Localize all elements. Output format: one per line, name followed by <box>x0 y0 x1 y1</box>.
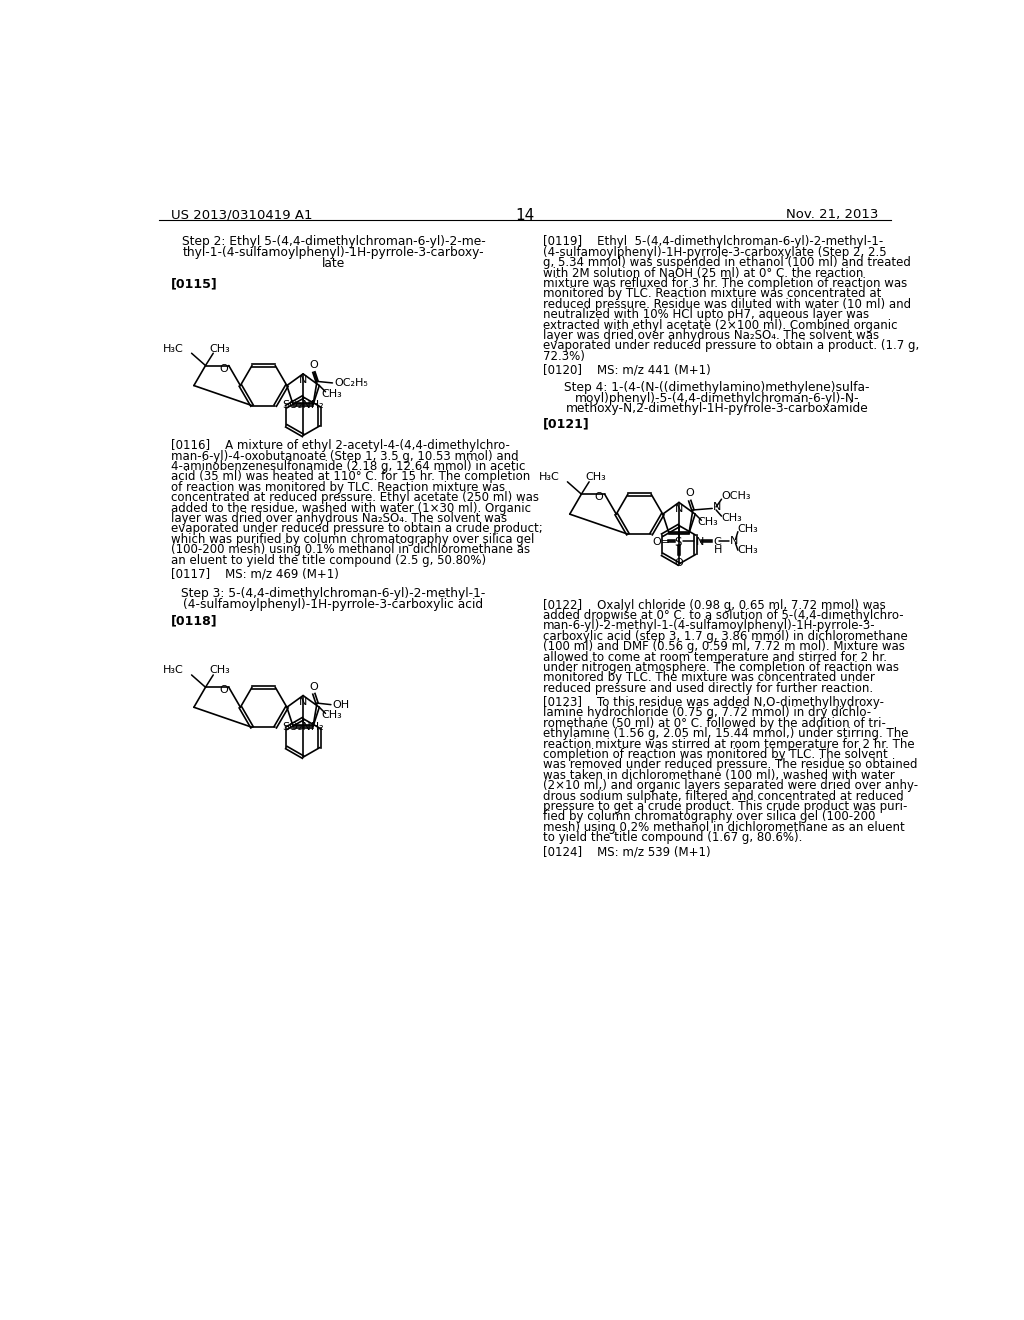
Text: O: O <box>219 363 227 374</box>
Text: SO₂NH₂: SO₂NH₂ <box>283 722 324 731</box>
Text: OCH₃: OCH₃ <box>722 491 751 502</box>
Text: H₃C: H₃C <box>163 343 183 354</box>
Text: 14: 14 <box>515 209 535 223</box>
Text: [0115]: [0115] <box>171 277 217 290</box>
Text: SO₂NH₂: SO₂NH₂ <box>283 400 324 411</box>
Text: C: C <box>714 537 722 546</box>
Text: O: O <box>219 685 227 696</box>
Text: [0117]    MS: m/z 469 (M+1): [0117] MS: m/z 469 (M+1) <box>171 568 339 581</box>
Text: lamine hydrochloride (0.75 g, 7.72 mmol) in dry dichlo-: lamine hydrochloride (0.75 g, 7.72 mmol)… <box>543 706 870 719</box>
Text: [0120]    MS: m/z 441 (M+1): [0120] MS: m/z 441 (M+1) <box>543 364 711 378</box>
Text: N: N <box>730 536 738 546</box>
Text: added to the residue, washed with water (1×30 ml). Organic: added to the residue, washed with water … <box>171 502 530 515</box>
Text: layer was dried over anhydrous Na₂SO₄. The solvent was: layer was dried over anhydrous Na₂SO₄. T… <box>171 512 507 525</box>
Text: CH₃: CH₃ <box>322 388 342 399</box>
Text: monitored by TLC. Reaction mixture was concentrated at: monitored by TLC. Reaction mixture was c… <box>543 288 881 301</box>
Text: CH₃: CH₃ <box>738 545 759 556</box>
Text: late: late <box>322 257 345 271</box>
Text: drous sodium sulphate, filtered and concentrated at reduced: drous sodium sulphate, filtered and conc… <box>543 789 903 803</box>
Text: reaction mixture was stirred at room temperature for 2 hr. The: reaction mixture was stirred at room tem… <box>543 738 914 751</box>
Text: g, 5.34 mmol) was suspended in ethanol (100 ml) and treated: g, 5.34 mmol) was suspended in ethanol (… <box>543 256 910 269</box>
Text: O: O <box>685 488 694 499</box>
Text: [0116]    A mixture of ethyl 2-acetyl-4-(4,4-dimethylchro-: [0116] A mixture of ethyl 2-acetyl-4-(4,… <box>171 440 510 453</box>
Text: N: N <box>299 697 307 708</box>
Text: (100-200 mesh) using 0.1% methanol in dichloromethane as: (100-200 mesh) using 0.1% methanol in di… <box>171 544 529 556</box>
Text: O=: O= <box>653 537 671 548</box>
Text: [0123]    To this residue was added N,O-dimethylhydroxy-: [0123] To this residue was added N,O-dim… <box>543 696 884 709</box>
Text: OC₂H₅: OC₂H₅ <box>334 378 368 388</box>
Text: H: H <box>714 545 722 556</box>
Text: N: N <box>675 504 683 513</box>
Text: was taken in dichloromethane (100 ml), washed with water: was taken in dichloromethane (100 ml), w… <box>543 768 894 781</box>
Text: reduced pressure and used directly for further reaction.: reduced pressure and used directly for f… <box>543 682 872 694</box>
Text: to yield the title compound (1.67 g, 80.6%).: to yield the title compound (1.67 g, 80.… <box>543 832 802 845</box>
Text: (4-sulfamoylphenyl)-1H-pyrrole-3-carboxylic acid: (4-sulfamoylphenyl)-1H-pyrrole-3-carboxy… <box>183 598 483 611</box>
Text: allowed to come at room temperature and stirred for 2 hr.: allowed to come at room temperature and … <box>543 651 887 664</box>
Text: CH₃: CH₃ <box>697 517 718 527</box>
Text: N: N <box>713 502 721 512</box>
Text: reduced pressure. Residue was diluted with water (10 ml) and: reduced pressure. Residue was diluted wi… <box>543 298 910 310</box>
Text: N: N <box>299 375 307 385</box>
Text: evaporated under reduced pressure to obtain a product. (1.7 g,: evaporated under reduced pressure to obt… <box>543 339 919 352</box>
Text: [0119]    Ethyl  5-(4,4-dimethylchroman-6-yl)-2-methyl-1-: [0119] Ethyl 5-(4,4-dimethylchroman-6-yl… <box>543 235 883 248</box>
Text: man-6-yl)-2-methyl-1-(4-sulfamoylphenyl)-1H-pyrrole-3-: man-6-yl)-2-methyl-1-(4-sulfamoylphenyl)… <box>543 619 876 632</box>
Text: S: S <box>675 536 682 549</box>
Text: Step 3: 5-(4,4-dimethylchroman-6-yl)-2-methyl-1-: Step 3: 5-(4,4-dimethylchroman-6-yl)-2-m… <box>181 587 485 601</box>
Text: added dropwise at 0° C. to a solution of 5-(4,4-dimethylchro-: added dropwise at 0° C. to a solution of… <box>543 609 903 622</box>
Text: (100 ml) and DMF (0.56 g, 0.59 ml, 7.72 m mol). Mixture was: (100 ml) and DMF (0.56 g, 0.59 ml, 7.72 … <box>543 640 904 653</box>
Text: O: O <box>595 492 603 502</box>
Text: an eluent to yield the title compound (2.5 g, 50.80%): an eluent to yield the title compound (2… <box>171 553 485 566</box>
Text: CH₃: CH₃ <box>209 343 230 354</box>
Text: CH₃: CH₃ <box>586 473 606 482</box>
Text: CH₃: CH₃ <box>322 710 342 721</box>
Text: which was purified by column chromatography over silica gel: which was purified by column chromatogra… <box>171 533 534 546</box>
Text: layer was dried over anhydrous Na₂SO₄. The solvent was: layer was dried over anhydrous Na₂SO₄. T… <box>543 329 879 342</box>
Text: [0122]    Oxalyl chloride (0.98 g, 0.65 ml, 7.72 mmol) was: [0122] Oxalyl chloride (0.98 g, 0.65 ml,… <box>543 599 886 611</box>
Text: H₃C: H₃C <box>163 665 183 676</box>
Text: methoxy-N,2-dimethyl-1H-pyrrole-3-carboxamide: methoxy-N,2-dimethyl-1H-pyrrole-3-carbox… <box>565 403 868 416</box>
Text: 72.3%): 72.3%) <box>543 350 585 363</box>
Text: O: O <box>675 558 683 568</box>
Text: of reaction was monitored by TLC. Reaction mixture was: of reaction was monitored by TLC. Reacti… <box>171 480 505 494</box>
Text: evaporated under reduced pressure to obtain a crude product;: evaporated under reduced pressure to obt… <box>171 523 543 536</box>
Text: man-6-yl)-4-oxobutanoate (Step 1, 3.5 g, 10.53 mmol) and: man-6-yl)-4-oxobutanoate (Step 1, 3.5 g,… <box>171 450 518 463</box>
Text: O: O <box>309 360 318 370</box>
Text: romethane (50 ml) at 0° C. followed by the addition of tri-: romethane (50 ml) at 0° C. followed by t… <box>543 717 886 730</box>
Text: monitored by TLC. The mixture was concentrated under: monitored by TLC. The mixture was concen… <box>543 672 874 685</box>
Text: fied by column chromatography over silica gel (100-200: fied by column chromatography over silic… <box>543 810 874 824</box>
Text: concentrated at reduced pressure. Ethyl acetate (250 ml) was: concentrated at reduced pressure. Ethyl … <box>171 491 539 504</box>
Text: pressure to get a crude product. This crude product was puri-: pressure to get a crude product. This cr… <box>543 800 907 813</box>
Text: carboxylic acid (step 3, 1.7 g, 3.86 mmol) in dichloromethane: carboxylic acid (step 3, 1.7 g, 3.86 mmo… <box>543 630 907 643</box>
Text: extracted with ethyl acetate (2×100 ml). Combined organic: extracted with ethyl acetate (2×100 ml).… <box>543 318 897 331</box>
Text: CH₃: CH₃ <box>738 524 759 535</box>
Text: neutralized with 10% HCl upto pH7, aqueous layer was: neutralized with 10% HCl upto pH7, aqueo… <box>543 308 868 321</box>
Text: (2×10 ml,) and organic layers separated were dried over anhy-: (2×10 ml,) and organic layers separated … <box>543 779 918 792</box>
Text: mesh) using 0.2% methanol in dichloromethane as an eluent: mesh) using 0.2% methanol in dichloromet… <box>543 821 904 834</box>
Text: CH₃: CH₃ <box>722 512 742 523</box>
Text: N: N <box>696 537 705 546</box>
Text: 4-aminobenzenesulfonamide (2.18 g, 12.64 mmol) in acetic: 4-aminobenzenesulfonamide (2.18 g, 12.64… <box>171 461 525 473</box>
Text: Step 2: Ethyl 5-(4,4-dimethylchroman-6-yl)-2-me-: Step 2: Ethyl 5-(4,4-dimethylchroman-6-y… <box>181 235 485 248</box>
Text: ethylamine (1.56 g, 2.05 ml, 15.44 mmol,) under stirring. The: ethylamine (1.56 g, 2.05 ml, 15.44 mmol,… <box>543 727 908 741</box>
Text: (4-sulfamoylphenyl)-1H-pyrrole-3-carboxylate (Step 2, 2.5: (4-sulfamoylphenyl)-1H-pyrrole-3-carboxy… <box>543 246 886 259</box>
Text: [0118]: [0118] <box>171 615 217 628</box>
Text: thyl-1-(4-sulfamoylphenyl)-1H-pyrrole-3-carboxy-: thyl-1-(4-sulfamoylphenyl)-1H-pyrrole-3-… <box>182 246 484 259</box>
Text: Step 4: 1-(4-(N-((dimethylamino)methylene)sulfa-: Step 4: 1-(4-(N-((dimethylamino)methylen… <box>564 381 869 393</box>
Text: under nitrogen atmosphere. The completion of reaction was: under nitrogen atmosphere. The completio… <box>543 661 899 675</box>
Text: OH: OH <box>333 700 349 710</box>
Text: was removed under reduced pressure. The residue so obtained: was removed under reduced pressure. The … <box>543 759 918 771</box>
Text: mixture was refluxed for 3 hr. The completion of reaction was: mixture was refluxed for 3 hr. The compl… <box>543 277 907 290</box>
Text: CH₃: CH₃ <box>209 665 230 676</box>
Text: US 2013/0310419 A1: US 2013/0310419 A1 <box>171 209 312 222</box>
Text: H₃C: H₃C <box>539 473 560 482</box>
Text: acid (35 ml) was heated at 110° C. for 15 hr. The completion: acid (35 ml) was heated at 110° C. for 1… <box>171 470 529 483</box>
Text: Nov. 21, 2013: Nov. 21, 2013 <box>785 209 879 222</box>
Text: [0124]    MS: m/z 539 (M+1): [0124] MS: m/z 539 (M+1) <box>543 846 711 858</box>
Text: with 2M solution of NaOH (25 ml) at 0° C. the reaction: with 2M solution of NaOH (25 ml) at 0° C… <box>543 267 863 280</box>
Text: moyl)phenyl)-5-(4,4-dimethylchroman-6-yl)-N-: moyl)phenyl)-5-(4,4-dimethylchroman-6-yl… <box>574 392 859 405</box>
Text: completion of reaction was monitored by TLC. The solvent: completion of reaction was monitored by … <box>543 748 888 762</box>
Text: O: O <box>309 681 318 692</box>
Text: [0121]: [0121] <box>543 418 590 430</box>
